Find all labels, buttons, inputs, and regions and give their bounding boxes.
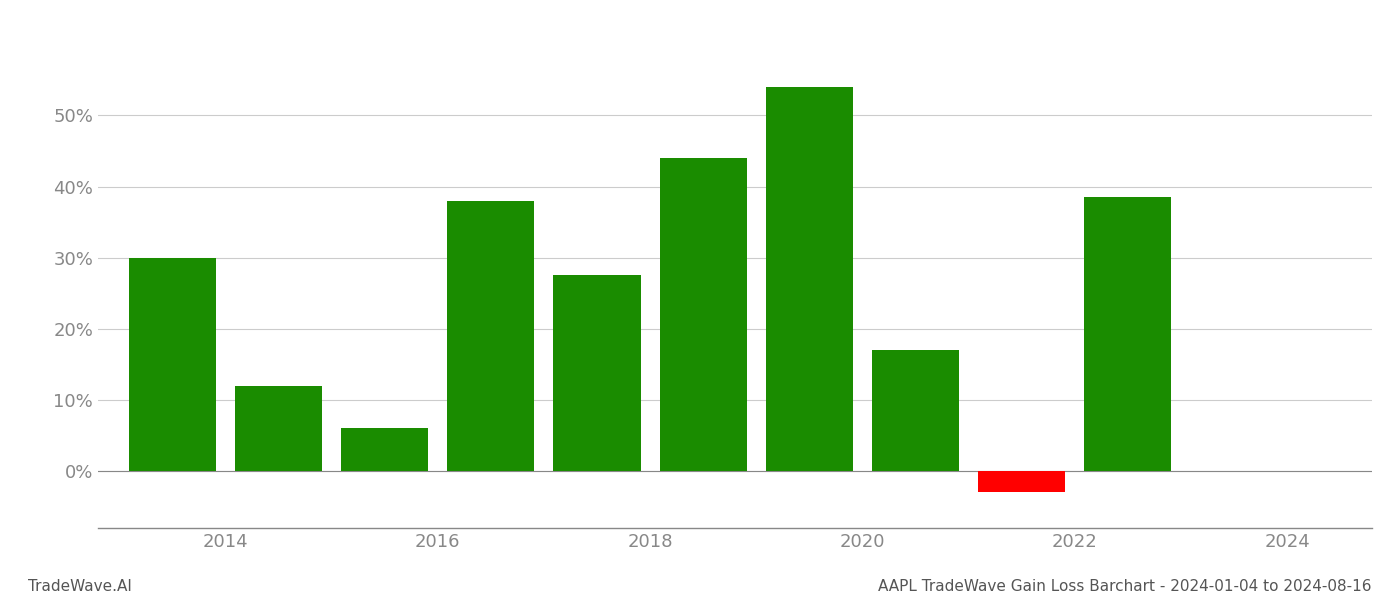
Bar — [235, 386, 322, 471]
Text: AAPL TradeWave Gain Loss Barchart - 2024-01-04 to 2024-08-16: AAPL TradeWave Gain Loss Barchart - 2024… — [879, 579, 1372, 594]
Bar — [766, 87, 853, 471]
Bar — [659, 158, 746, 471]
Bar — [872, 350, 959, 471]
Text: TradeWave.AI: TradeWave.AI — [28, 579, 132, 594]
Bar — [447, 201, 535, 471]
Bar — [1084, 197, 1172, 471]
Bar — [342, 428, 428, 471]
Bar — [979, 471, 1065, 493]
Bar — [129, 257, 216, 471]
Bar — [553, 275, 641, 471]
